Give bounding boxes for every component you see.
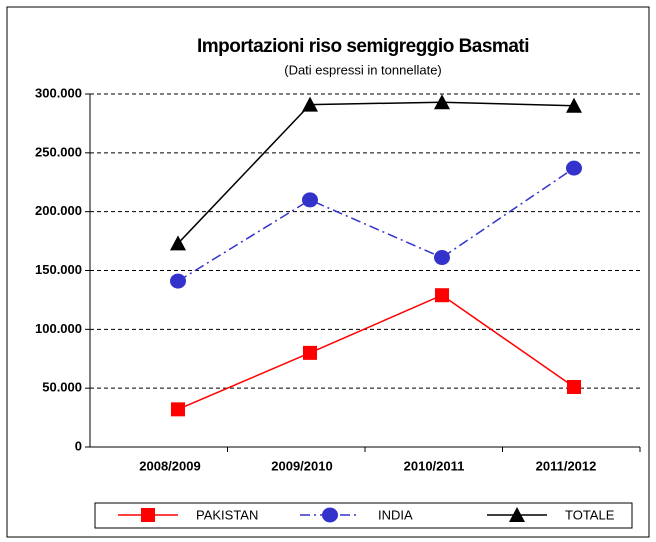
legend-label: PAKISTAN	[196, 507, 258, 522]
chart-subtitle: (Dati espressi in tonnellate)	[284, 62, 442, 77]
legend-marker	[509, 507, 525, 522]
series-line	[177, 294, 575, 411]
marker	[171, 402, 185, 417]
marker	[170, 235, 186, 251]
x-tick-label: 2011/2012	[536, 458, 597, 473]
y-tick-label: 300.000	[35, 85, 82, 100]
y-tick-label: 50.000	[42, 380, 82, 395]
series-line	[177, 101, 575, 244]
marker	[302, 96, 318, 112]
marker	[566, 160, 582, 176]
y-tick-label: 100.000	[35, 321, 82, 336]
legend-label: INDIA	[378, 507, 413, 522]
marker	[170, 273, 186, 289]
marker	[435, 288, 449, 303]
legend-marker	[141, 508, 155, 522]
y-tick-label: 0	[75, 438, 82, 453]
y-tick-label: 150.000	[35, 262, 82, 277]
marker	[567, 379, 581, 394]
x-tick-label: 2008/2009	[139, 458, 200, 473]
marker	[303, 345, 317, 360]
y-tick-label: 250.000	[35, 144, 82, 159]
chart-title: Importazioni riso semigreggio Basmati	[197, 36, 529, 57]
legend-marker	[322, 507, 338, 523]
marker	[434, 250, 450, 266]
chart-border	[6, 6, 650, 538]
x-tick-label: 2009/2010	[271, 458, 332, 473]
x-tick-label: 2010/2011	[404, 458, 465, 473]
marker	[434, 94, 450, 110]
marker	[302, 192, 318, 208]
y-tick-label: 200.000	[35, 203, 82, 218]
marker	[566, 97, 582, 113]
legend-label: TOTALE	[565, 507, 615, 522]
series-line	[177, 167, 575, 282]
